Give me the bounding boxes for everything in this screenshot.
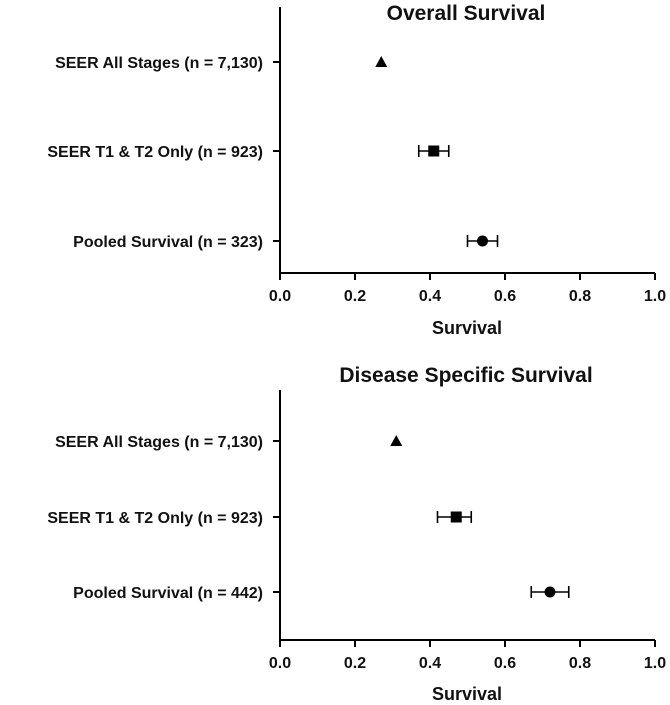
triangle-marker (390, 435, 403, 446)
x-tick-label: 0.2 (344, 655, 366, 672)
x-tick-label: 0.8 (569, 288, 591, 305)
x-tick-label: 0.2 (344, 288, 366, 305)
x-ticks: 0.0 0.2 0.4 0.6 0.8 1.0 (269, 640, 666, 672)
x-tick-label: 0.4 (419, 288, 441, 305)
data-rows: SEER All Stages (n = 7,130) SEER T1 & T2 … (47, 434, 570, 602)
data-row: SEER All Stages (n = 7,130) (55, 434, 403, 451)
x-tick-label: 0.0 (269, 655, 291, 672)
row-label: Pooled Survival (n = 442) (73, 585, 263, 602)
data-row: SEER T1 & T2 Only (n = 923) (47, 144, 450, 161)
row-label: SEER T1 & T2 Only (n = 923) (47, 144, 263, 161)
triangle-marker (375, 56, 388, 67)
square-marker (450, 511, 462, 523)
x-tick-label: 0.8 (569, 655, 591, 672)
x-axis-label: Survival (432, 318, 502, 338)
data-row: SEER All Stages (n = 7,130) (55, 55, 388, 72)
row-label: SEER All Stages (n = 7,130) (55, 434, 263, 451)
x-tick-label: 1.0 (644, 288, 666, 305)
x-ticks: 0.0 0.2 0.4 0.6 0.8 1.0 (269, 273, 666, 305)
row-label: Pooled Survival (n = 323) (73, 234, 263, 251)
circle-marker (477, 235, 488, 247)
chart-title: Disease Specific Survival (339, 364, 592, 387)
chart-title: Overall Survival (387, 2, 546, 25)
panel-overall-survival: Overall Survival Survival 0.0 0.2 0.4 0.6 0.… (47, 2, 666, 338)
panel-disease-specific-survival: Disease Specific Survival Survival 0.0 0.… (47, 364, 666, 704)
data-row: SEER T1 & T2 Only (n = 923) (47, 510, 473, 527)
data-rows: SEER All Stages (n = 7,130) SEER T1 & T2 … (47, 55, 499, 251)
circle-marker (544, 586, 556, 598)
square-marker (428, 145, 440, 157)
x-tick-label: 0.0 (269, 288, 291, 305)
x-axis-label: Survival (432, 684, 502, 704)
data-row: Pooled Survival (n = 442) (73, 585, 570, 602)
row-label: SEER All Stages (n = 7,130) (55, 55, 263, 72)
row-label: SEER T1 & T2 Only (n = 923) (47, 510, 263, 527)
x-tick-label: 0.6 (494, 655, 516, 672)
x-tick-label: 0.6 (494, 288, 516, 305)
x-tick-label: 0.4 (419, 655, 441, 672)
data-row: Pooled Survival (n = 323) (73, 234, 499, 251)
x-tick-label: 1.0 (644, 655, 666, 672)
